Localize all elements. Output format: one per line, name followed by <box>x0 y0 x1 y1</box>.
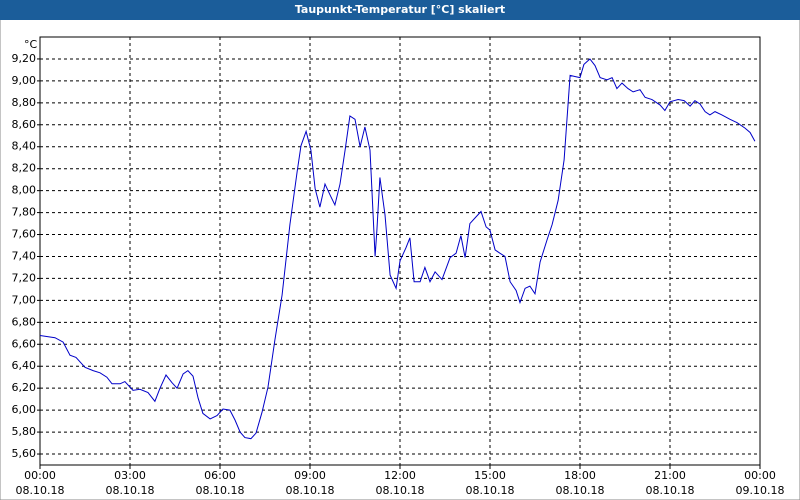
x-tick-label: 06:00 <box>204 469 236 482</box>
x-tick-date: 08.10.18 <box>466 484 515 497</box>
y-tick-label: 8,00 <box>12 184 37 197</box>
y-tick-label: 7,20 <box>12 271 37 284</box>
y-tick-label: 5,80 <box>12 425 37 438</box>
x-tick-label: 18:00 <box>564 469 596 482</box>
y-tick-label: 8,80 <box>12 96 37 109</box>
y-tick-label: 9,00 <box>12 74 37 87</box>
x-tick-date: 08.10.18 <box>286 484 335 497</box>
x-tick-label: 00:00 <box>24 469 56 482</box>
y-tick-label: 7,40 <box>12 249 37 262</box>
y-tick-label: 7,80 <box>12 206 37 219</box>
x-tick-label: 00:00 <box>744 469 776 482</box>
x-tick-label: 21:00 <box>654 469 686 482</box>
x-tick-label: 03:00 <box>114 469 146 482</box>
data-line <box>39 58 756 440</box>
x-tick-date: 08.10.18 <box>556 484 605 497</box>
y-tick-label: 8,60 <box>12 118 37 131</box>
y-unit: °C <box>24 38 38 51</box>
x-tick-date: 08.10.18 <box>196 484 245 497</box>
x-tick-label: 12:00 <box>384 469 416 482</box>
y-tick-label: 6,20 <box>12 381 37 394</box>
y-tick-label: 8,20 <box>12 162 37 175</box>
y-tick-label: 9,20 <box>12 52 37 65</box>
x-tick-date: 09.10.18 <box>736 484 785 497</box>
x-tick-date: 08.10.18 <box>376 484 425 497</box>
y-tick-label: 5,60 <box>12 447 37 460</box>
chart-title: Taupunkt-Temperatur [°C] skaliert <box>295 3 505 16</box>
y-tick-label: 6,00 <box>12 403 37 416</box>
y-tick-label: 7,60 <box>12 228 37 241</box>
x-tick-date: 08.10.18 <box>646 484 695 497</box>
y-tick-label: 8,40 <box>12 140 37 153</box>
x-tick-label: 15:00 <box>474 469 506 482</box>
x-tick-date: 08.10.18 <box>16 484 65 497</box>
y-tick-label: 6,60 <box>12 337 37 350</box>
y-tick-label: 6,80 <box>12 315 37 328</box>
y-tick-label: 7,00 <box>12 293 37 306</box>
x-tick-date: 08.10.18 <box>106 484 155 497</box>
y-tick-label: 6,40 <box>12 359 37 372</box>
x-tick-label: 09:00 <box>294 469 326 482</box>
title-bar <box>0 0 800 20</box>
